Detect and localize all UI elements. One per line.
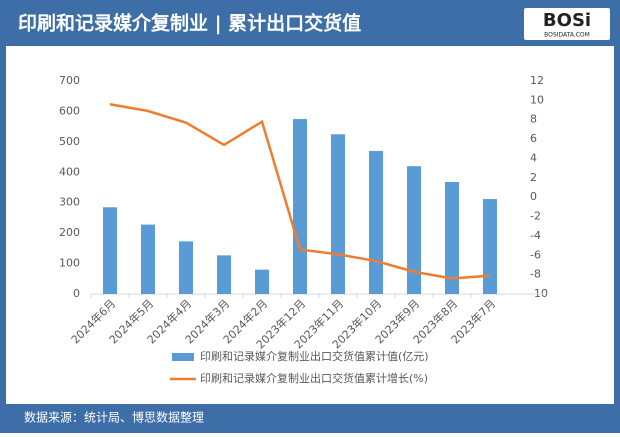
y-tick-label: 100 [59,257,80,270]
logo-box [524,8,610,40]
bar [331,134,345,294]
y-tick-label: 300 [59,196,80,209]
logo-sub: BOSIDATA.COM [544,32,590,39]
title: 印刷和记录媒介复制业 | 累计出口交货值 [18,12,361,35]
y-tick-label: 400 [59,165,80,178]
y-tick-label: 0 [73,287,80,300]
y2-tick-label: 8 [530,113,537,126]
legend-swatch [172,353,194,361]
logo: BOSi [543,10,591,31]
y-tick-label: 600 [59,104,80,117]
y2-tick-label: -4 [530,229,541,242]
y2-tick-label: -8 [530,268,541,281]
y-tick-label: 700 [59,74,80,87]
legend-label: 印刷和记录媒介复制业出口交货值累计增长(%) [200,371,428,385]
y-tick-label: 500 [59,135,80,148]
line [109,103,491,280]
bar [141,224,155,294]
bar [407,166,421,294]
y2-tick-label: -2 [530,210,541,223]
legend-label: 印刷和记录媒介复制业出口交货值累计值(亿元) [200,349,429,363]
bar [179,241,193,294]
bar [103,207,117,294]
bar [217,255,231,294]
bar [445,182,459,294]
bar [483,199,497,294]
y2-tick-label: 4 [530,151,537,164]
y-tick-label: 200 [59,226,80,239]
source: 数据来源：统计局、博思数据整理 [24,410,204,425]
y2-tick-label: 2 [530,171,537,184]
y2-tick-label: -6 [530,248,541,261]
y2-tick-label: 10 [530,93,544,106]
bar [369,150,383,294]
bar [255,269,269,294]
y2-tick-label: 12 [530,74,544,87]
y2-tick-label: 0 [530,190,537,203]
bar [293,119,307,295]
y2-tick-label: 6 [530,132,537,145]
